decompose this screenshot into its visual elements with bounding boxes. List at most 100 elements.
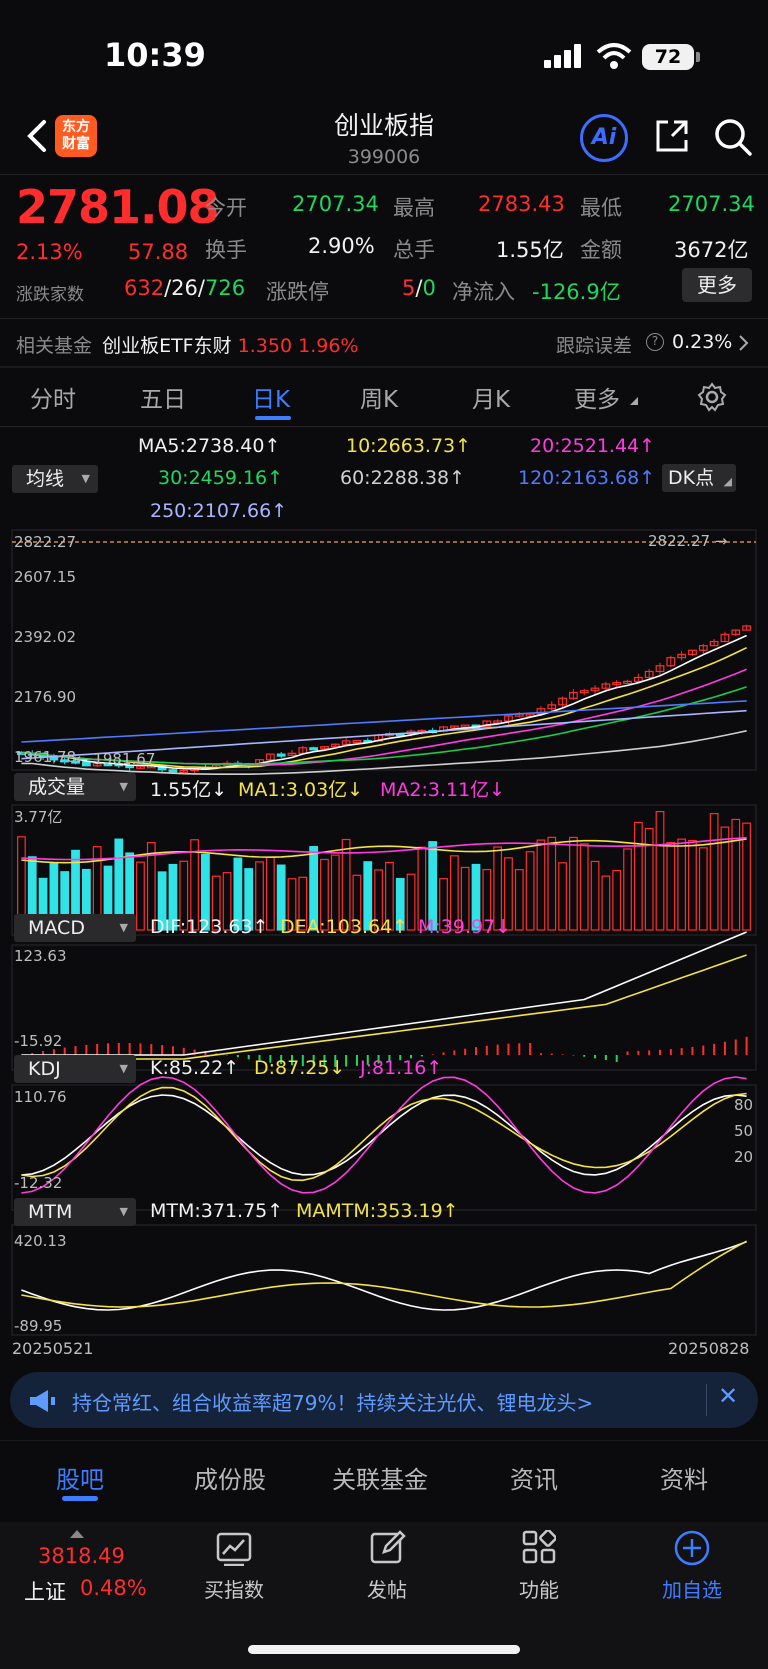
more-button[interactable]: 更多 [682,268,752,302]
mamtm-line [21,1240,747,1308]
volume-bar [341,838,351,931]
dk-point-button[interactable]: DK点 ◢ [662,464,736,492]
volume-bar [428,841,438,931]
macd-selector[interactable]: MACD ▼ [14,914,136,942]
tab-related-funds[interactable]: 关联基金 [332,1466,428,1494]
volume-selector[interactable]: 成交量 ▼ [14,773,136,801]
bottom-tab-underline [62,1496,98,1501]
kdj-selector[interactable]: KDJ ▼ [14,1055,136,1083]
ma60-value: 60:2288.38↑ [340,467,466,489]
volume-bar [179,860,189,931]
limit-values: 5/0 [402,276,436,300]
volume-bar [536,839,546,931]
tab-five-day[interactable]: 五日 [140,387,186,413]
turnover-label: 换手 [205,238,247,262]
candle [493,719,503,724]
chevron-right-icon[interactable] [738,334,750,352]
volume-bar [720,826,730,931]
mtm-selector[interactable]: MTM ▼ [14,1198,136,1226]
expand-up-icon[interactable] [70,1528,84,1538]
buy-index-label[interactable]: 买指数 [204,1578,264,1602]
volume-value: 1.55亿 [496,238,564,262]
tab-constituents[interactable]: 成份股 [194,1466,266,1494]
post-label[interactable]: 发帖 [367,1578,407,1602]
high-value: 2783.43 [478,192,565,216]
ai-button[interactable]: Ai [580,114,628,162]
volume-bar [136,861,145,931]
volume-bar [482,868,492,931]
turnover-value: 2.90% [308,234,375,258]
volume-bar [525,851,535,931]
mtm-axis-top: 420.13 [14,1232,67,1250]
kdj-axis-top: 110.76 [14,1088,67,1106]
candle [287,750,297,756]
cellular-signal-icon [544,44,581,68]
ma20-value: 20:2521.44↑ [530,435,656,457]
tab-weekly-k[interactable]: 周K [360,387,399,413]
related-fund-row[interactable]: 相关基金 创业板ETF东财 1.350 1.96% [16,335,359,357]
settings-gear-icon[interactable] [697,382,727,412]
more-caret-icon [630,397,638,405]
active-tab-underline [255,416,291,420]
candle [731,629,741,637]
ma30-line [21,686,747,765]
volume-bar [698,847,708,931]
help-icon[interactable]: ? [646,333,664,351]
volume-bar [688,839,697,931]
candle [298,745,308,754]
macd-dif: DIF:123.63↑ [150,916,269,938]
tab-intraday[interactable]: 分时 [30,387,76,413]
tab-profile[interactable]: 资料 [660,1466,708,1494]
volume-bar [493,846,503,931]
volume-bar [677,838,687,931]
volume-ma2: MA2:3.11亿↓ [380,779,506,801]
open-value: 2707.34 [292,192,379,216]
amount-label: 金额 [580,238,622,262]
ma5-line [21,634,747,771]
functions-grid-icon[interactable] [522,1530,556,1564]
kdj-series [21,1076,747,1194]
promo-banner-text[interactable]: 持仓常红、组合收益率超79%！持续关注光伏、锂电龙头> [72,1391,594,1415]
volume-bar [633,821,643,931]
volume-bar [601,875,611,931]
candle [655,662,665,675]
kdj-j: J:81.16↑ [360,1057,443,1079]
candle [623,679,632,684]
add-watchlist-icon[interactable] [674,1530,710,1566]
mtm-series [21,1240,747,1311]
candle [720,631,730,643]
kline-axis-4: 2176.90 [14,688,77,706]
candle [558,696,567,709]
share-icon[interactable] [652,116,692,156]
volume-bar [385,861,394,931]
search-icon[interactable] [712,116,754,158]
tab-guba[interactable]: 股吧 [56,1466,104,1494]
banner-divider [706,1384,707,1416]
chart-area[interactable] [0,525,768,1345]
sh-index-value[interactable]: 3818.49 [38,1544,125,1568]
functions-label[interactable]: 功能 [519,1578,559,1602]
tab-news[interactable]: 资讯 [510,1466,558,1494]
add-watchlist-label[interactable]: 加自选 [662,1578,722,1602]
tab-monthly-k[interactable]: 月K [472,387,511,413]
tab-more[interactable]: 更多 [574,387,620,413]
kdj-axis-bottom: -12.32 [14,1174,63,1192]
macd-series [21,931,748,1067]
candle [709,639,719,647]
buy-index-icon[interactable] [216,1532,252,1566]
promo-banner[interactable] [10,1372,758,1428]
back-arrow-icon[interactable] [22,116,56,156]
breadth-values: 632/26/726 [124,276,246,300]
tab-daily-k[interactable]: 日K [252,387,291,413]
close-icon[interactable]: ✕ [718,1382,739,1410]
candle [309,746,319,751]
post-edit-icon[interactable] [370,1530,406,1566]
macd-dea-line [21,954,747,1060]
candle [579,688,589,696]
ma250-line [21,709,747,760]
sh-index-name[interactable]: 上证 [24,1580,66,1604]
volume-bar [276,864,286,931]
ma-selector[interactable]: 均线 ▼ [12,465,98,493]
sh-index-pct[interactable]: 0.48% [80,1576,147,1600]
kdj-level-20: 20 [734,1148,754,1166]
